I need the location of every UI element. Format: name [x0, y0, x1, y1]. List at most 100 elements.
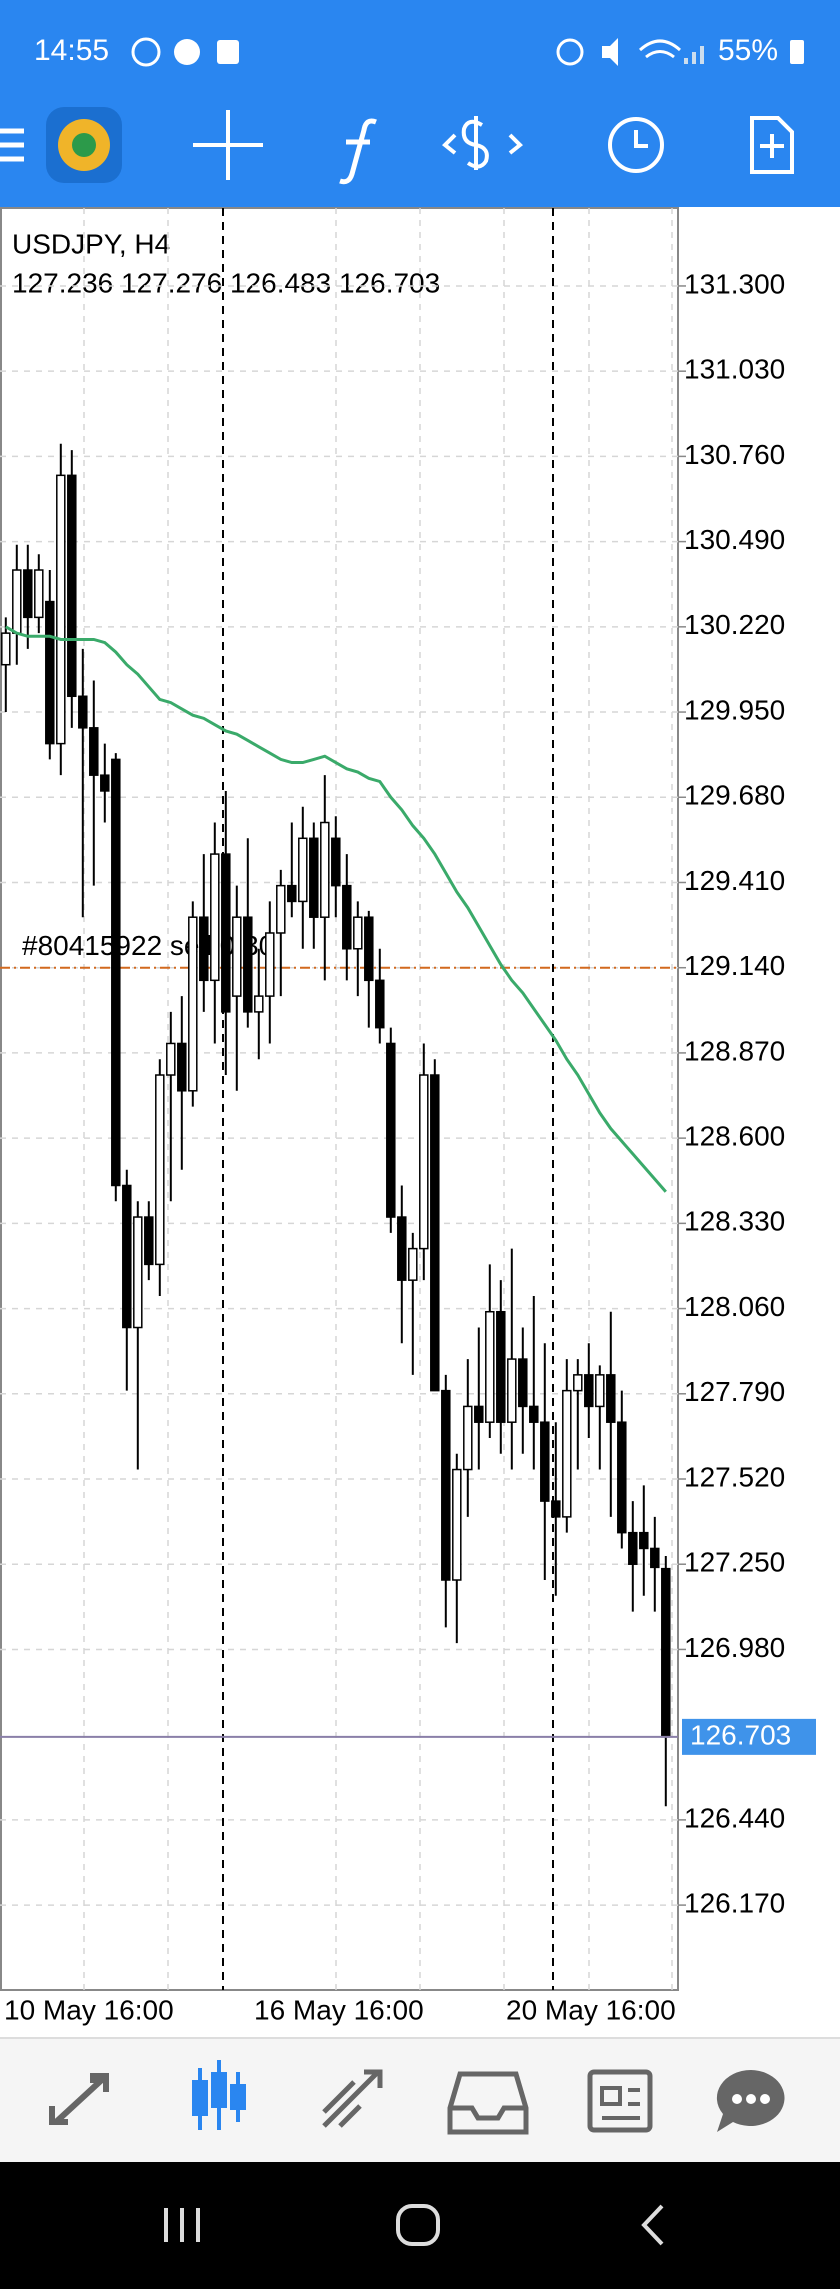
- candle-body: [78, 695, 88, 729]
- candle-body: [584, 1374, 594, 1408]
- status-time: 14:55: [34, 34, 109, 67]
- new-order-button[interactable]: [750, 116, 794, 174]
- candle-body: [595, 1374, 605, 1408]
- y-tick-label: 131.300: [684, 268, 785, 299]
- candle-body: [430, 1074, 440, 1392]
- trade-tab[interactable]: [322, 2069, 383, 2128]
- candle-body: [408, 1247, 418, 1281]
- chart: USDJPY, H4 127.236 127.276 126.483 126.7…: [0, 207, 816, 2025]
- status-icon: [131, 37, 161, 67]
- y-tick-label: 129.950: [684, 694, 785, 725]
- candle-body: [342, 884, 352, 950]
- candle-body: [199, 916, 209, 982]
- candle-body: [23, 569, 33, 619]
- candle-body: [243, 916, 253, 1013]
- chart-title: USDJPY, H4: [12, 228, 170, 259]
- news-tab[interactable]: [587, 2069, 653, 2133]
- y-tick-label: 127.520: [684, 1461, 785, 1492]
- candle-body: [34, 569, 44, 619]
- candle-body: [133, 1216, 143, 1329]
- history-tab[interactable]: [447, 2071, 529, 2135]
- chat-dot: [732, 2094, 742, 2104]
- bottom-nav: [0, 2038, 840, 2162]
- y-tick-label: 127.250: [684, 1547, 785, 1578]
- home-button[interactable]: [396, 2204, 440, 2246]
- news-tab-detail: [600, 2086, 640, 2120]
- candle-body: [375, 979, 385, 1029]
- y-tick-label: 129.140: [684, 950, 785, 981]
- y-tick-label: 126.440: [684, 1802, 785, 1833]
- crosshair-button[interactable]: [193, 110, 263, 180]
- app-logo-mark: [72, 133, 96, 157]
- candle-body: [617, 1421, 627, 1534]
- candle-body: [650, 1547, 660, 1569]
- y-tick-label: 128.600: [684, 1121, 785, 1152]
- candle-body: [232, 916, 242, 997]
- moving-average: [5, 625, 667, 1193]
- candle-body: [100, 774, 110, 792]
- y-tick-label: 130.490: [684, 524, 785, 555]
- candle-body: [265, 932, 275, 997]
- candle-body: [122, 1184, 132, 1329]
- y-tick-label: 126.170: [684, 1887, 785, 1918]
- menu-button[interactable]: [0, 128, 24, 162]
- candle-body: [1, 632, 11, 666]
- y-tick-label: 130.220: [684, 609, 785, 640]
- candle-body: [331, 837, 341, 887]
- candle-body: [12, 569, 22, 634]
- ohlc-label: 127.236 127.276 126.483 126.703: [12, 267, 440, 298]
- candle-body: [166, 1042, 176, 1076]
- candle-body: [56, 474, 66, 745]
- y-tick-label: 129.410: [684, 865, 785, 896]
- candle-body: [474, 1405, 484, 1423]
- candle-body: [309, 837, 319, 918]
- timeframe-hand: [634, 130, 648, 148]
- status-icon: [684, 46, 704, 64]
- candle-body: [298, 837, 308, 903]
- indicators-button[interactable]: [339, 118, 377, 185]
- candle-body: [562, 1389, 572, 1518]
- candle-body: [364, 916, 374, 982]
- quotes-tab[interactable]: [49, 2073, 109, 2125]
- current-price-box: [682, 1718, 816, 1755]
- candle-body: [45, 600, 55, 745]
- candle-body: [463, 1405, 473, 1471]
- candle-body: [67, 474, 77, 698]
- candle-body: [221, 853, 231, 1013]
- candle-body: [276, 884, 286, 934]
- y-tick-label: 128.870: [684, 1035, 785, 1066]
- candle-body: [628, 1531, 638, 1565]
- y-tick-label: 126.980: [684, 1632, 785, 1663]
- chat-dot: [760, 2094, 770, 2104]
- candle-body: [144, 1216, 154, 1266]
- back-button[interactable]: [641, 2204, 664, 2246]
- y-tick-label: 131.030: [684, 354, 785, 385]
- status-icon: [174, 39, 200, 65]
- chart-tab[interactable]: [192, 2060, 246, 2130]
- timeframe-button[interactable]: [608, 117, 664, 173]
- x-tick-label: 20 May 16:00: [506, 1994, 676, 2025]
- y-tick-label: 128.330: [684, 1206, 785, 1237]
- candle-body: [353, 916, 363, 950]
- candle-body: [397, 1216, 407, 1281]
- x-tick-label: 10 May 16:00: [4, 1994, 174, 2025]
- y-tick-label: 129.680: [684, 780, 785, 811]
- chat-dot: [746, 2094, 756, 2104]
- candle-body: [386, 1042, 396, 1218]
- candle-body: [496, 1310, 506, 1423]
- status-icon: [556, 38, 584, 66]
- candle-body: [111, 758, 121, 1187]
- candle-body: [89, 727, 99, 776]
- status-battery: 55%: [718, 34, 778, 67]
- trade-button[interactable]: [442, 116, 523, 170]
- candle-body: [287, 884, 297, 903]
- recents-button[interactable]: [164, 2208, 200, 2242]
- candle-body: [573, 1374, 583, 1392]
- system-nav: [0, 2162, 840, 2289]
- candle-body: [320, 821, 330, 918]
- y-tick-label: 130.760: [684, 439, 785, 470]
- candle-body: [518, 1358, 528, 1408]
- candle-body: [441, 1389, 451, 1581]
- candle-body: [606, 1374, 616, 1423]
- status-icon: [217, 40, 239, 64]
